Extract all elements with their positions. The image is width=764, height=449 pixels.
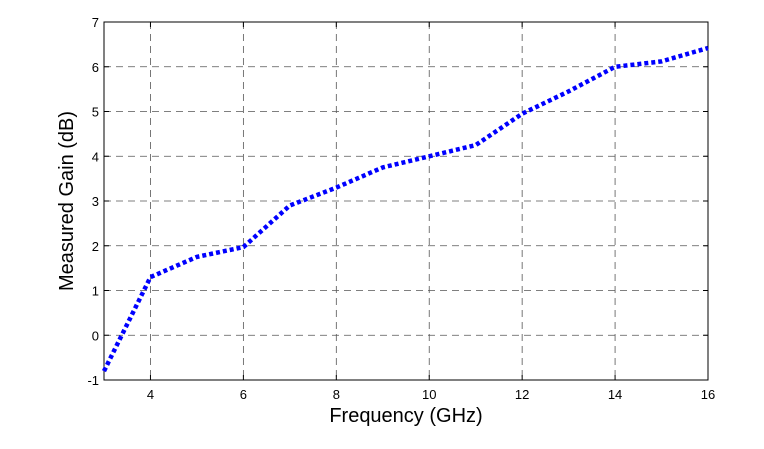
grid [104,21,709,381]
y-tick-label: 7 [92,15,99,30]
x-tick-label: 16 [701,387,715,402]
x-axis-title: Frequency (GHz) [329,405,482,427]
x-tick-label: 14 [608,387,622,402]
series-layer [101,45,709,373]
y-axis-title: Measured Gain (dB) [56,111,78,291]
x-tick-label: 12 [515,387,529,402]
y-tick-label: 4 [92,149,99,164]
x-tick-label: 10 [422,387,436,402]
y-tick-label: 0 [92,328,99,343]
y-tick-label: 5 [92,105,99,120]
y-tick-label: 1 [92,284,99,299]
x-tick-label: 4 [147,387,154,402]
y-tick-label: -1 [87,373,99,388]
y-tick-label: 6 [92,60,99,75]
y-tick-label: 2 [92,239,99,254]
x-tick-label: 8 [333,387,340,402]
x-tick-label: 6 [240,387,247,402]
y-tick-label: 3 [92,194,99,209]
series-line [101,45,709,373]
